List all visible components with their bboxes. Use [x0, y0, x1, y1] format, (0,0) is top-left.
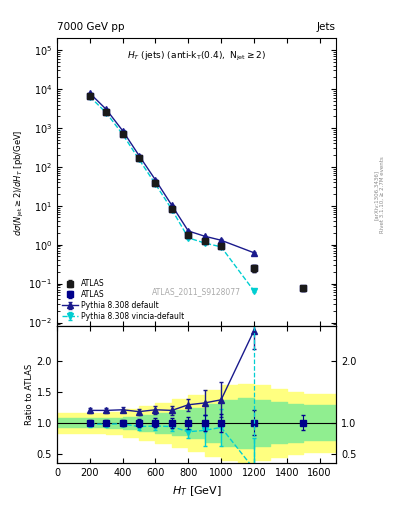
Text: 7000 GeV pp: 7000 GeV pp	[57, 22, 125, 32]
Text: $H_T\ \mathrm{(jets)\ (anti\text{-}k_T(0.4),\ N_{jet} \geq 2)}$: $H_T\ \mathrm{(jets)\ (anti\text{-}k_T(0…	[127, 50, 266, 63]
Text: Jets: Jets	[317, 22, 336, 32]
Text: Rivet 3.1.10, ≥ 2.7M events: Rivet 3.1.10, ≥ 2.7M events	[380, 156, 384, 233]
Text: ATLAS_2011_S9128077: ATLAS_2011_S9128077	[152, 287, 241, 296]
Y-axis label: Ratio to ATLAS: Ratio to ATLAS	[25, 364, 34, 425]
X-axis label: $H_T\ [\mathrm{GeV}]$: $H_T\ [\mathrm{GeV}]$	[172, 484, 221, 498]
Y-axis label: $d\sigma(N_\mathrm{jet} \geq 2) / dH_T\ [\mathrm{pb/GeV}]$: $d\sigma(N_\mathrm{jet} \geq 2) / dH_T\ …	[13, 129, 26, 236]
Legend: ATLAS, ATLAS, Pythia 8.308 default, Pythia 8.308 vincia-default: ATLAS, ATLAS, Pythia 8.308 default, Pyth…	[61, 278, 186, 323]
Text: [arXiv:1306.3436]: [arXiv:1306.3436]	[374, 169, 378, 220]
